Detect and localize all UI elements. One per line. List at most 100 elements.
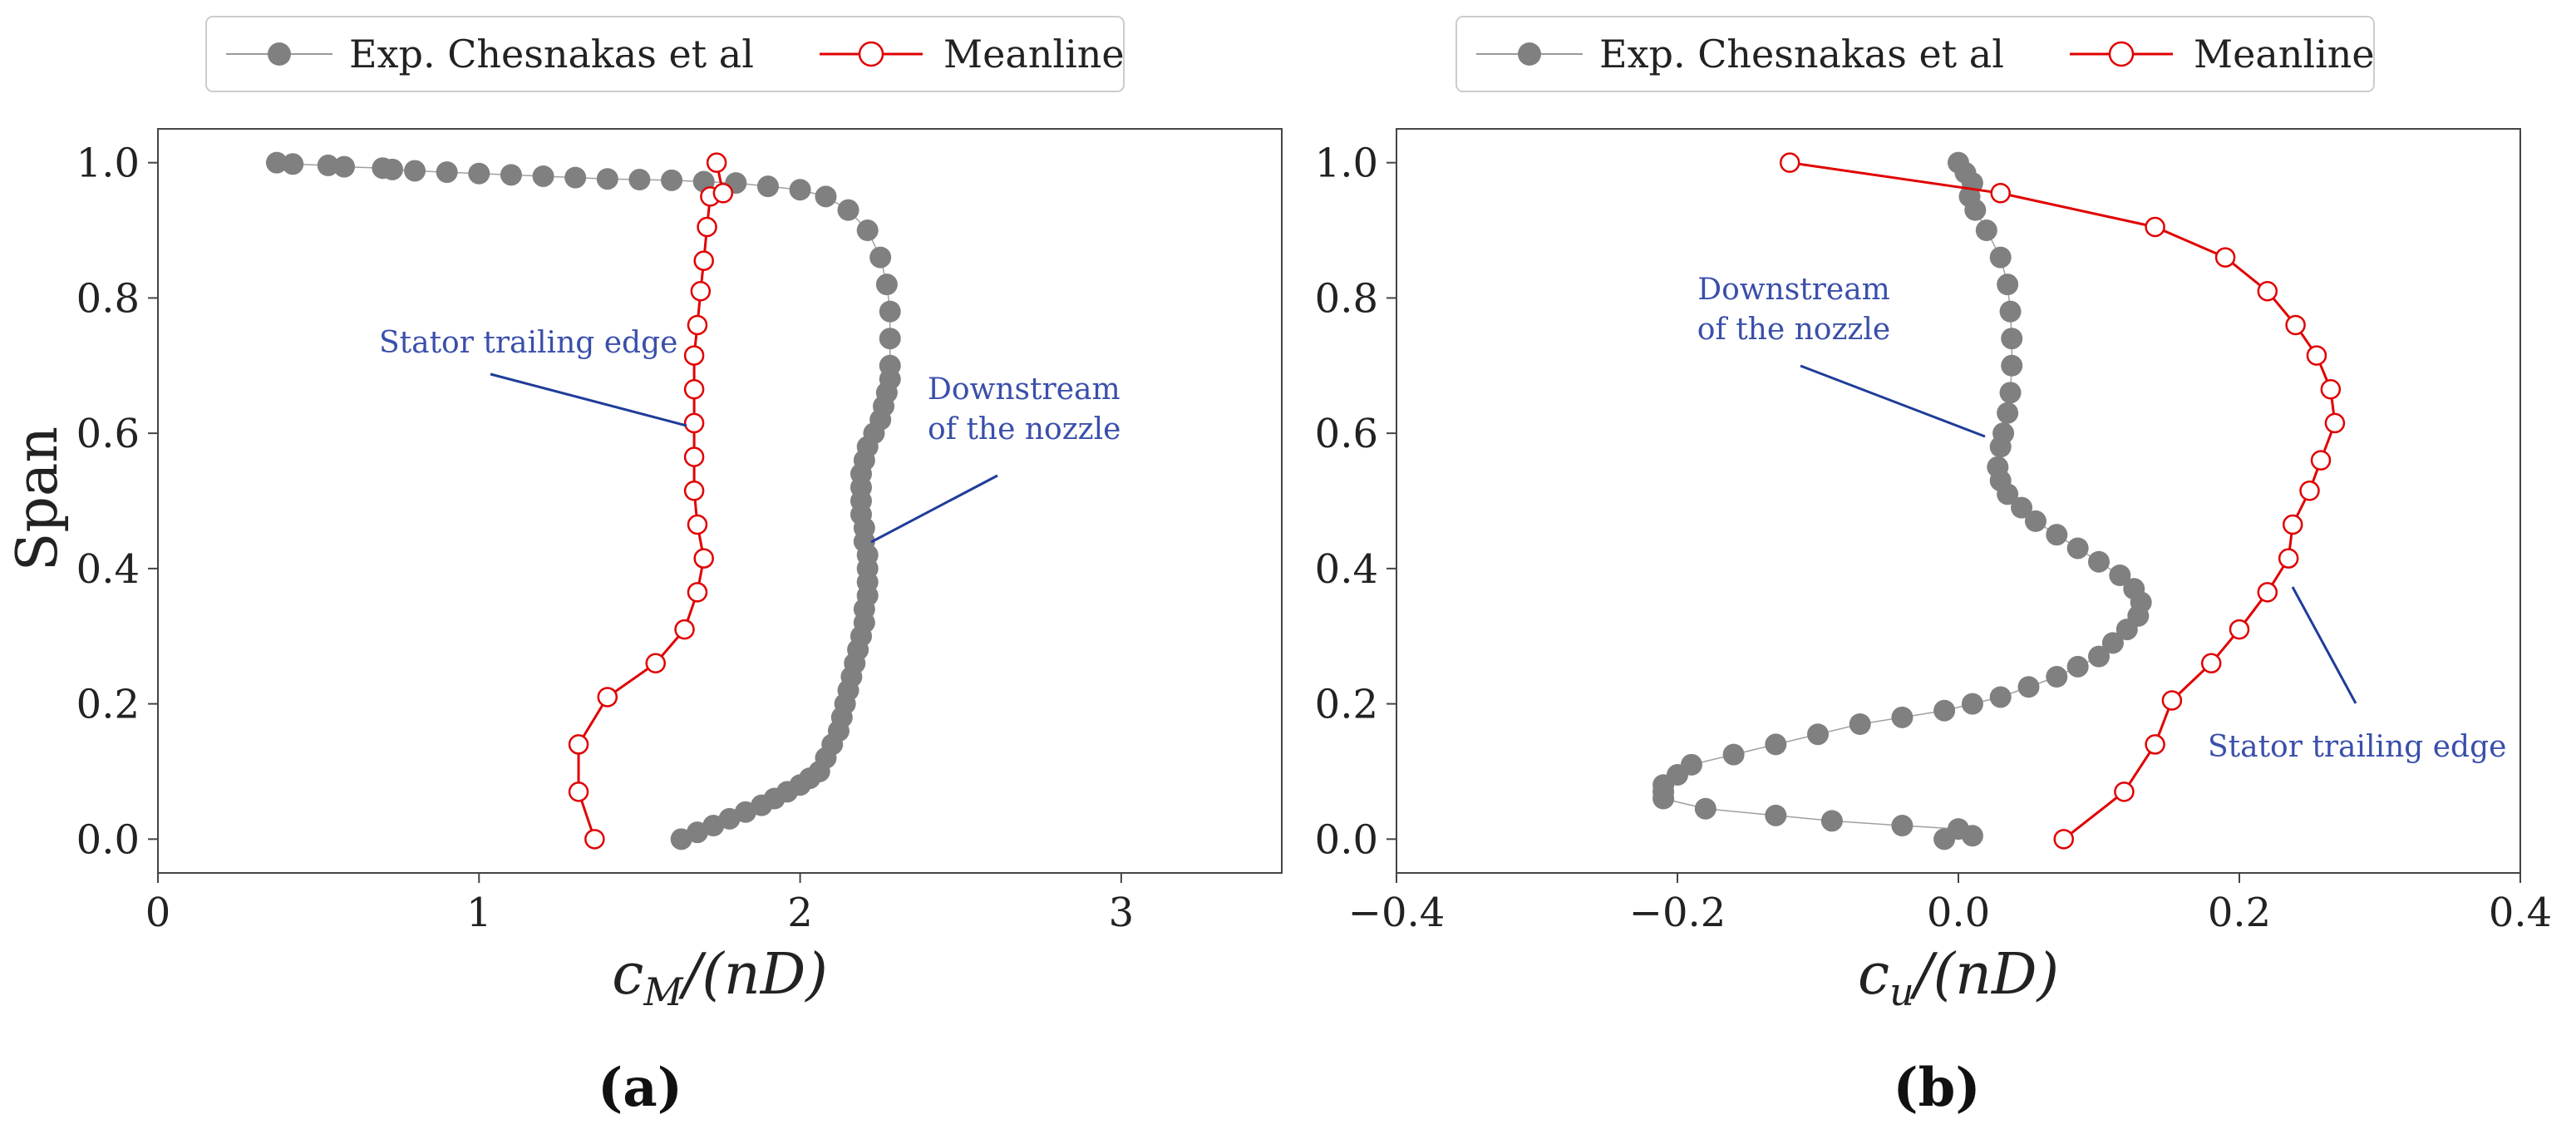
y-tick-label: 0.2 [1315, 682, 1378, 728]
annotation-a-downstream: Downstream of the nozzle [870, 372, 1121, 544]
annotation-b-downstream-text-1: Downstream [1697, 273, 1890, 307]
x-tick-label: 0.4 [2489, 890, 2552, 936]
exp-data-point [2001, 354, 2023, 377]
y-tick-label: 0.8 [76, 275, 140, 322]
panel-a: Exp. Chesnakas et al Meanline 0 1 2 3 0.0 0.2… [5, 16, 1283, 1119]
legend-exp-marker [268, 42, 291, 66]
exp-data-point [1933, 699, 1956, 722]
exp-data-point [2046, 524, 2068, 546]
legend-meanline-label: Meanline [2194, 32, 2375, 76]
exp-data-point [1891, 706, 1914, 728]
exp-data-point [1891, 815, 1914, 837]
meanline-data-point [597, 687, 618, 708]
x-tick-label: 0 [145, 890, 171, 936]
meanline-data-point [687, 582, 708, 603]
meanline-data-point [712, 183, 734, 204]
y-tick-label: 0.4 [1315, 546, 1378, 593]
meanline-data-point [2214, 247, 2236, 268]
meanline-data-point [2114, 781, 2135, 802]
exp-data-point [2066, 537, 2089, 560]
annotation-b-downstream-text-2: of the nozzle [1697, 313, 1890, 347]
exp-series-line [1662, 162, 2142, 841]
meanline-data-point [2161, 690, 2183, 711]
exp-data-point [2109, 565, 2131, 586]
meanline-data-point [2278, 548, 2299, 569]
meanline-data-point [683, 412, 705, 434]
meanline-data-point [693, 548, 714, 569]
meanline-data-point [584, 829, 605, 850]
xlabel-b-main: c [1858, 942, 1889, 1008]
exp-data-point [2001, 328, 2023, 350]
meanline-data-point [2310, 450, 2332, 471]
exp-data-point [1722, 743, 1745, 766]
series-b-exp [1652, 151, 2152, 850]
legend-meanline-marker [2108, 41, 2135, 67]
exp-data-point [856, 219, 879, 242]
exp-data-point [2088, 550, 2110, 573]
exp-data-point [2066, 655, 2089, 678]
meanline-data-point [687, 314, 708, 336]
exp-data-point [1948, 818, 1969, 841]
exp-data-point [282, 153, 304, 175]
annotation-arrow [490, 372, 687, 427]
series-a-exp [265, 151, 901, 850]
y-tick-label: 0.2 [76, 682, 140, 728]
xlabel-b-rest: /(nD) [1909, 942, 2059, 1008]
y-tick-label: 0.8 [1315, 275, 1378, 322]
annotation-b-downstream: Downstream of the nozzle [1697, 273, 1986, 438]
annotation-b-stator-text: Stator trailing edge [2208, 730, 2506, 764]
meanline-data-point [2257, 582, 2278, 603]
x-tick-label: −0.2 [1629, 890, 1726, 936]
annotation-arrow [2291, 586, 2357, 704]
meanline-data-point [2145, 734, 2165, 755]
annotation-a-stator: Stator trailing edge [379, 326, 687, 427]
legend-meanline-marker [858, 41, 884, 67]
exp-data-point [756, 175, 779, 198]
meanline-data-point [683, 379, 705, 400]
y-tick-label: 1.0 [76, 141, 140, 187]
exp-data-point [2123, 578, 2145, 600]
exp-data-point [1997, 274, 2019, 296]
exp-data-point [1961, 693, 1983, 715]
meanline-data-point [2145, 216, 2165, 238]
meanline-data-point [2320, 379, 2342, 400]
x-tick-label: 1 [466, 890, 492, 936]
exp-data-point [1948, 151, 1969, 174]
panel-b: Exp. Chesnakas et al Meanline −0.4 −0.2 0.… [1315, 16, 2552, 1119]
meanline-data-point [568, 781, 589, 802]
meanline-data-point [674, 619, 695, 640]
legend-a: Exp. Chesnakas et al Meanline [205, 16, 1125, 92]
exp-data-point [468, 162, 490, 185]
x-tick-label: 0.0 [1927, 890, 1990, 936]
meanline-data-point [683, 446, 705, 467]
exp-data-point [317, 154, 339, 176]
series-b-meanline [1779, 152, 2346, 850]
exp-data-point [1694, 797, 1717, 820]
exp-data-point [879, 328, 901, 350]
meanline-data-point [697, 216, 717, 238]
exp-data-point [1999, 300, 2022, 323]
exp-data-point [1999, 382, 2022, 404]
meanline-data-point [1990, 183, 2011, 204]
annotation-arrow [870, 474, 998, 544]
meanline-data-point [690, 281, 712, 302]
meanline-data-point [2053, 829, 2074, 850]
meanline-data-point [1779, 152, 1800, 173]
y-tick-label: 0.0 [1315, 816, 1378, 863]
exp-data-point [372, 157, 394, 180]
meanline-data-point [2324, 412, 2346, 434]
exp-data-point [1765, 804, 1787, 826]
exp-data-point [1992, 422, 2015, 445]
exp-data-point [815, 185, 837, 208]
exp-data-point [875, 274, 898, 296]
exp-data-point [628, 169, 651, 191]
exp-data-point [1987, 456, 2009, 478]
meanline-data-point [2285, 314, 2306, 336]
exp-data-point [2024, 510, 2047, 532]
exp-data-point [1989, 246, 2012, 269]
exp-data-point [837, 199, 859, 221]
annotation-a-stator-text: Stator trailing edge [379, 326, 677, 360]
meanline-data-point [645, 653, 666, 674]
xlabel-a: cM/(nD) [612, 942, 828, 1014]
annotation-a-downstream-text-1: Downstream [928, 372, 1121, 407]
